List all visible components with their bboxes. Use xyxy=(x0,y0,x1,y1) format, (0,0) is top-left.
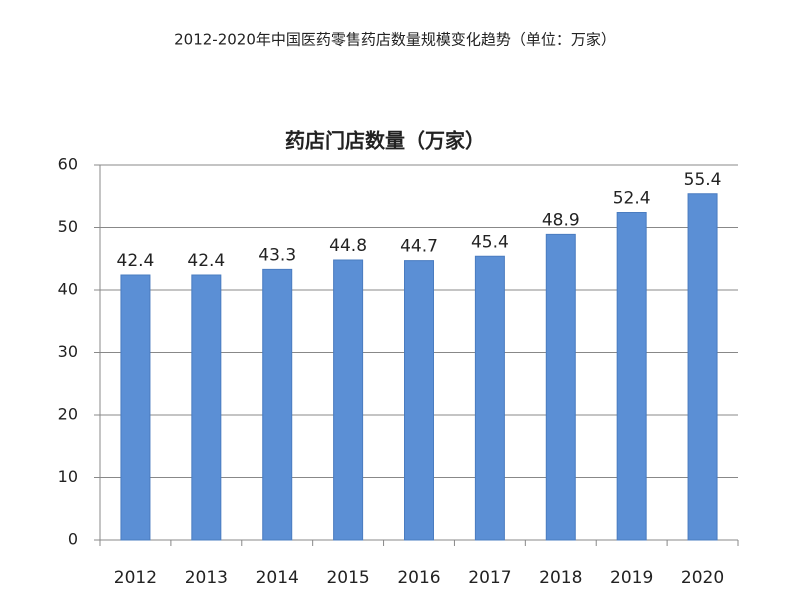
bar xyxy=(404,260,434,541)
x-tick-label: 2018 xyxy=(539,568,582,588)
y-tick-label: 60 xyxy=(58,155,78,174)
bar xyxy=(687,193,718,541)
chart-title: 药店门店数量（万家） xyxy=(285,129,485,153)
data-label: 48.9 xyxy=(542,210,580,230)
y-tick-label: 30 xyxy=(58,342,78,361)
data-label: 42.4 xyxy=(117,251,155,271)
data-label: 55.4 xyxy=(684,170,722,190)
bar xyxy=(616,212,647,541)
data-label: 43.3 xyxy=(258,245,296,265)
x-tick-label: 2020 xyxy=(681,568,724,588)
x-tick-label: 2014 xyxy=(256,568,299,588)
bar xyxy=(474,255,505,541)
bar xyxy=(545,233,576,541)
data-label: 42.4 xyxy=(187,251,225,271)
y-tick-label: 0 xyxy=(68,530,78,549)
x-tick-label: 2013 xyxy=(185,568,228,588)
y-tick-label: 10 xyxy=(58,467,78,486)
data-label: 44.7 xyxy=(400,237,438,257)
data-label: 44.8 xyxy=(329,236,367,256)
y-tick-label: 40 xyxy=(58,280,78,299)
bar xyxy=(333,259,364,541)
data-label: 52.4 xyxy=(613,189,651,209)
data-label: 45.4 xyxy=(471,232,509,252)
bar xyxy=(191,274,222,541)
bar xyxy=(262,268,293,541)
y-tick-label: 20 xyxy=(58,405,78,424)
x-tick-label: 2015 xyxy=(326,568,369,588)
page-title: 2012-2020年中国医药零售药店数量规模变化趋势（单位：万家） xyxy=(174,31,616,49)
y-tick-label: 50 xyxy=(58,217,78,236)
x-tick-label: 2016 xyxy=(397,568,440,588)
bar xyxy=(120,274,151,541)
x-tick-label: 2019 xyxy=(610,568,653,588)
x-tick-label: 2017 xyxy=(468,568,511,588)
x-tick-label: 2012 xyxy=(114,568,157,588)
